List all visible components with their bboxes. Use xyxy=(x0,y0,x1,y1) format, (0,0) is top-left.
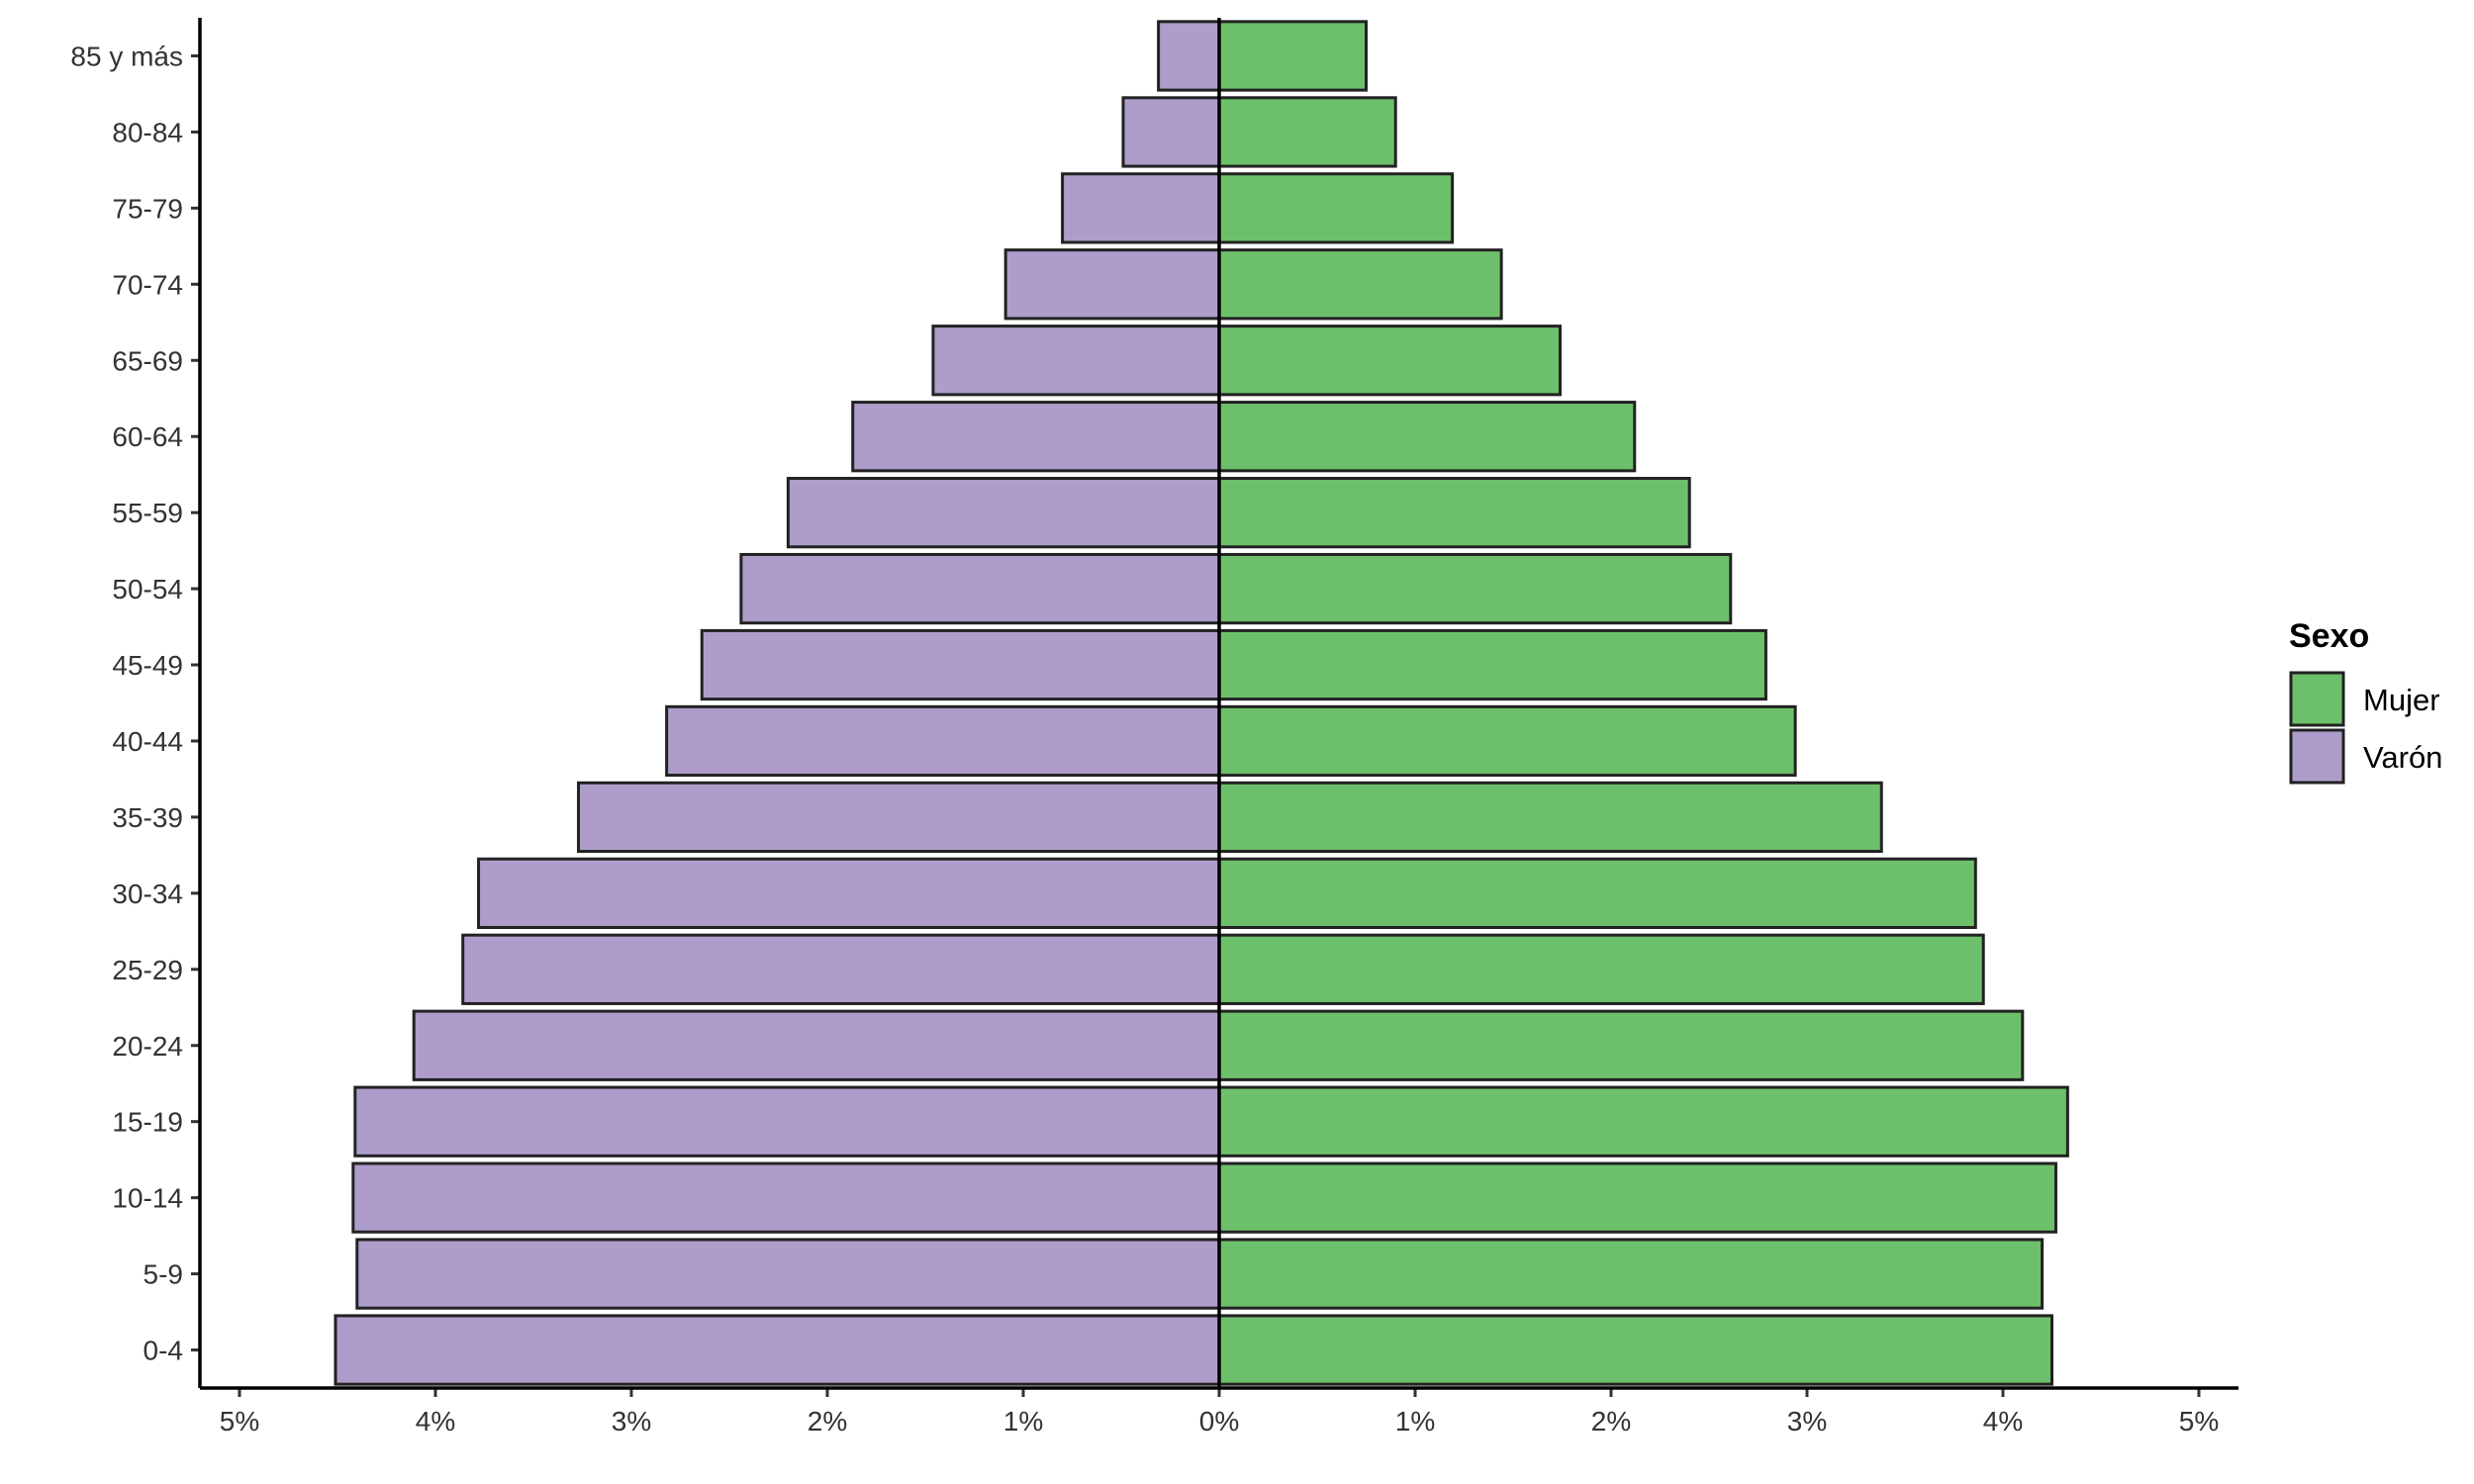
x-tick-label: 3% xyxy=(1787,1406,1827,1437)
bars-layer xyxy=(333,20,2069,1386)
legend-key-varon xyxy=(2289,728,2345,785)
bar-varon-40-44 xyxy=(665,704,1221,778)
bar-varon-20-24 xyxy=(412,1009,1221,1081)
x-tick-label: 2% xyxy=(1591,1406,1631,1437)
bar-mujer-25-29 xyxy=(1217,933,1985,1005)
x-tick-label: 5% xyxy=(220,1406,259,1437)
bar-mujer-70-74 xyxy=(1217,248,1503,321)
bar-varon-75-79 xyxy=(1061,172,1221,244)
bar-mujer-0-4 xyxy=(1217,1314,2053,1386)
y-tick-label: 25-29 xyxy=(112,955,183,985)
bar-mujer-20-24 xyxy=(1217,1009,2025,1081)
x-tick-label: 5% xyxy=(2179,1406,2219,1437)
y-tick-label: 20-24 xyxy=(112,1031,183,1062)
y-tick-label: 10-14 xyxy=(112,1183,183,1214)
bar-varon-60-64 xyxy=(851,401,1221,473)
bar-mujer-10-14 xyxy=(1217,1161,2057,1234)
y-tick-label: 30-34 xyxy=(112,879,183,909)
bar-mujer-85-y-más xyxy=(1217,20,1368,92)
bar-mujer-75-79 xyxy=(1217,172,1455,244)
legend-key-mujer xyxy=(2289,671,2345,727)
x-tick-label: 4% xyxy=(1983,1406,2023,1437)
y-tick-label: 15-19 xyxy=(112,1107,183,1138)
bar-varon-5-9 xyxy=(355,1238,1221,1310)
bar-varon-30-34 xyxy=(477,857,1221,929)
x-tick-label: 2% xyxy=(808,1406,847,1437)
legend: Sexo Mujer Varón xyxy=(2289,617,2442,785)
y-tick-label: 80-84 xyxy=(112,117,183,147)
bar-varon-15-19 xyxy=(353,1085,1221,1158)
y-tick-label: 60-64 xyxy=(112,421,183,452)
bar-mujer-50-54 xyxy=(1217,552,1733,625)
y-tick-label: 70-74 xyxy=(112,269,183,300)
bar-mujer-40-44 xyxy=(1217,704,1797,778)
x-tick-label: 3% xyxy=(612,1406,651,1437)
bar-varon-25-29 xyxy=(461,933,1221,1005)
bar-varon-80-84 xyxy=(1121,96,1221,168)
x-tick-label: 1% xyxy=(1003,1406,1043,1437)
y-tick-label: 55-59 xyxy=(112,498,183,528)
y-axis-ticks: 0-4 5-9 10-14 15-19 20-24 25-29 30-34 35-39 40-4… xyxy=(70,41,200,1366)
bar-mujer-30-34 xyxy=(1217,857,1977,929)
y-tick-label: 40-44 xyxy=(112,726,183,757)
y-tick-label: 50-54 xyxy=(112,574,183,604)
bar-mujer-65-69 xyxy=(1217,325,1563,397)
bar-varon-0-4 xyxy=(333,1314,1221,1386)
bar-varon-10-14 xyxy=(351,1161,1221,1234)
bar-mujer-60-64 xyxy=(1217,401,1637,473)
bar-mujer-45-49 xyxy=(1217,628,1767,701)
y-tick-label: 85 y más xyxy=(70,41,183,71)
bar-varon-70-74 xyxy=(1003,248,1221,321)
y-tick-label: 0-4 xyxy=(143,1336,183,1366)
bar-mujer-55-59 xyxy=(1217,477,1691,549)
bar-mujer-15-19 xyxy=(1217,1085,2069,1158)
x-tick-label: 4% xyxy=(416,1406,455,1437)
bar-mujer-80-84 xyxy=(1217,96,1397,168)
bar-varon-65-69 xyxy=(931,325,1221,397)
legend-title: Sexo xyxy=(2289,617,2369,655)
y-tick-label: 65-69 xyxy=(112,345,183,376)
bar-varon-50-54 xyxy=(739,552,1221,625)
x-tick-label: 0% xyxy=(1199,1406,1239,1437)
bar-varon-45-49 xyxy=(700,628,1221,701)
y-tick-label: 35-39 xyxy=(112,802,183,833)
bar-varon-85-y-más xyxy=(1157,20,1221,92)
bar-mujer-5-9 xyxy=(1217,1238,2045,1310)
y-tick-label: 75-79 xyxy=(112,193,183,224)
y-tick-label: 5-9 xyxy=(143,1259,183,1290)
legend-label-varon: Varón xyxy=(2363,740,2442,775)
bar-varon-55-59 xyxy=(786,477,1221,549)
legend-label-mujer: Mujer xyxy=(2363,683,2440,717)
x-tick-label: 1% xyxy=(1395,1406,1435,1437)
bar-mujer-35-39 xyxy=(1217,781,1883,854)
bar-varon-35-39 xyxy=(577,781,1221,854)
x-axis-ticks: 5% 4% 3% 2% 1% 0% 1% 2% 3% 4% 5% xyxy=(220,1388,2219,1437)
y-tick-label: 45-49 xyxy=(112,650,183,681)
